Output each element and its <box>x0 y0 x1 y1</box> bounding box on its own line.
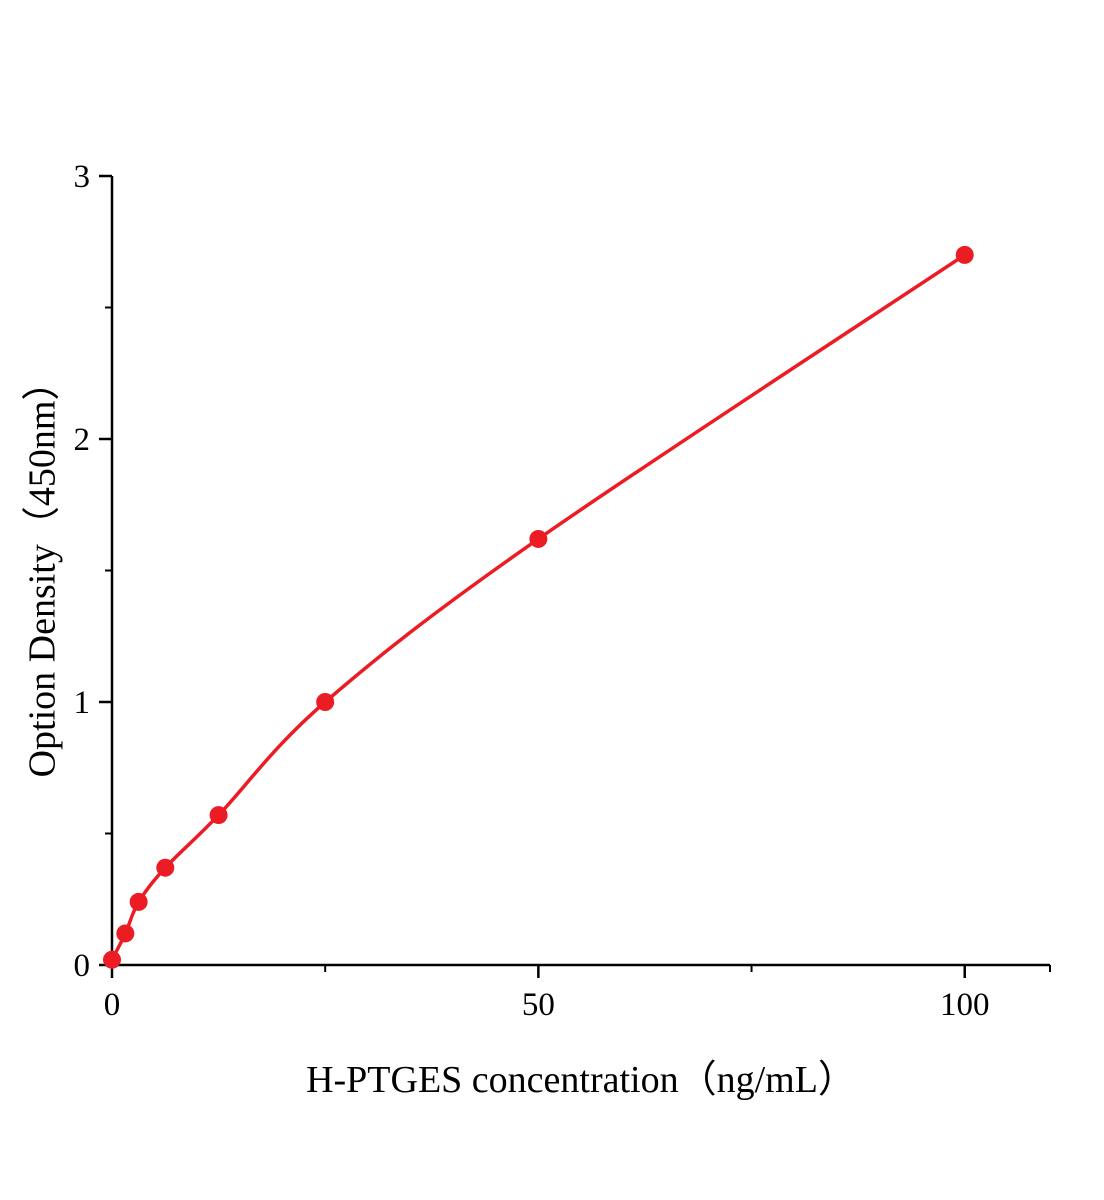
data-point-marker <box>129 892 148 911</box>
data-point-marker <box>316 693 335 711</box>
x-axis-title: H-PTGES concentration（ng/mL） <box>306 1059 856 1101</box>
y-tick-label: 3 <box>74 159 91 195</box>
data-point-marker <box>209 806 228 825</box>
y-tick-label: 2 <box>74 422 91 458</box>
data-point-marker <box>103 950 121 969</box>
y-tick-label: 0 <box>74 948 91 984</box>
x-tick-label: 0 <box>104 987 121 1023</box>
data-point-marker <box>955 245 974 264</box>
data-point-marker <box>529 529 548 548</box>
x-tick-label: 50 <box>522 987 555 1023</box>
data-point-marker <box>156 858 175 877</box>
standard-curve-line <box>110 253 966 961</box>
y-tick-label: 1 <box>74 685 91 721</box>
x-tick-label: 100 <box>940 987 990 1023</box>
data-point-marker <box>116 924 135 943</box>
y-axis-title: Option Density（450nm） <box>21 362 64 778</box>
